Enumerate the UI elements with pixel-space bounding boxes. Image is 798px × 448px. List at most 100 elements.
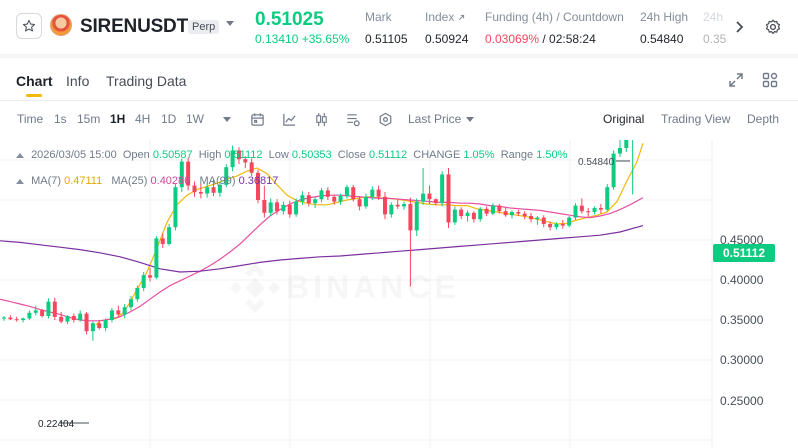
- svg-text:BINANCE: BINANCE: [286, 269, 460, 305]
- candle-body: [211, 187, 216, 193]
- y-tick-label: 0.40000: [720, 273, 764, 287]
- stat-24h-low: 24h 0.35: [703, 10, 726, 46]
- candle: [129, 296, 133, 311]
- candle: [211, 180, 216, 196]
- interval-time[interactable]: Time: [17, 112, 44, 126]
- candle: [78, 310, 83, 322]
- indicators-button[interactable]: [280, 110, 298, 128]
- interval-1s[interactable]: 1s: [54, 112, 67, 126]
- candle: [2, 316, 6, 321]
- candle: [33, 305, 38, 316]
- candle-body: [173, 187, 178, 228]
- view-depth[interactable]: Depth: [747, 112, 780, 126]
- high-label: High: [198, 149, 222, 161]
- stat-value: 0.50924: [425, 32, 469, 46]
- drawing-tools-button[interactable]: [344, 110, 362, 128]
- interval-1h[interactable]: 1H: [110, 112, 126, 126]
- view-original[interactable]: Original: [603, 112, 645, 126]
- time-range-button[interactable]: [248, 110, 266, 128]
- candle-body: [249, 162, 254, 173]
- candle-body: [186, 161, 191, 186]
- funding-rate: 0.03069%: [485, 32, 540, 46]
- change-label: CHANGE: [413, 149, 461, 161]
- candle: [319, 188, 324, 203]
- candle: [249, 158, 254, 176]
- fullscreen-button[interactable]: [726, 70, 746, 90]
- candle-body: [541, 217, 546, 224]
- candle-body: [351, 187, 356, 200]
- candle: [59, 312, 64, 324]
- interval-15m[interactable]: 15m: [77, 112, 101, 126]
- candles: [2, 140, 634, 341]
- candle-body: [484, 208, 489, 214]
- ma7-value: 0.47111: [64, 175, 103, 187]
- candle: [224, 164, 229, 188]
- candle-body: [465, 212, 470, 216]
- chart-type-button[interactable]: [312, 110, 330, 128]
- interval-1w[interactable]: 1W: [186, 112, 204, 126]
- symbol-name[interactable]: SIRENUSDT: [80, 16, 188, 37]
- candle-body: [427, 193, 432, 200]
- expand-icon: [729, 73, 743, 87]
- price-chart[interactable]: BINANCE 0.22404 0.54840 2026/03/05 15:00…: [0, 140, 798, 448]
- candle-body: [579, 205, 584, 212]
- chart-settings-button[interactable]: [376, 110, 394, 128]
- candle-body: [605, 187, 610, 210]
- candle: [332, 194, 337, 205]
- candle-body: [592, 208, 597, 212]
- candle: [325, 187, 330, 200]
- candle: [522, 211, 527, 220]
- view-trading-view[interactable]: Trading View: [661, 112, 731, 126]
- candle-body: [59, 316, 64, 322]
- interval-dropdown[interactable]: [218, 110, 236, 128]
- candle-body: [370, 189, 375, 197]
- settings-button[interactable]: [760, 14, 786, 40]
- candle: [510, 210, 514, 219]
- candle: [516, 209, 521, 216]
- scroll-stats-button[interactable]: [726, 14, 752, 40]
- y-tick-label: 0.30000: [720, 353, 764, 367]
- layout-button[interactable]: [760, 70, 780, 90]
- candle-body: [294, 201, 299, 215]
- close-label: Close: [337, 149, 366, 161]
- candle: [52, 297, 57, 320]
- candle-body: [40, 310, 45, 316]
- change-value: 1.05%: [463, 149, 495, 161]
- candle-body: [573, 205, 578, 218]
- interval-4h[interactable]: 4H: [135, 112, 151, 126]
- interval-1d[interactable]: 1D: [161, 112, 177, 126]
- candle-body: [135, 288, 140, 300]
- stat-label-wrap: Index: [425, 10, 468, 24]
- candle-body: [192, 185, 197, 192]
- stat-value: 0.51105: [365, 32, 408, 46]
- high-value: 0.51112: [224, 149, 263, 161]
- candle-body: [490, 205, 495, 214]
- open-label: Open: [122, 149, 150, 161]
- candle-body: [52, 301, 57, 317]
- candle-body: [281, 204, 286, 212]
- candle-body: [503, 211, 508, 216]
- tab-info[interactable]: Info: [66, 73, 90, 89]
- candle: [236, 147, 241, 164]
- tab-chart[interactable]: Chart: [16, 73, 53, 89]
- caret-down-icon: [223, 116, 231, 122]
- collapse-legend-icon[interactable]: [16, 152, 24, 158]
- tab-trading-data[interactable]: Trading Data: [106, 73, 187, 89]
- close-value: 0.51112: [368, 149, 408, 161]
- candle-body: [376, 189, 381, 197]
- favorite-button[interactable]: [16, 13, 42, 39]
- candlestick-chart[interactable]: BINANCE 0.22404 0.54840: [0, 140, 798, 448]
- candle: [122, 304, 127, 319]
- candle-body: [65, 316, 70, 322]
- candle-body: [440, 174, 445, 204]
- range-label: Range: [500, 149, 534, 161]
- candle-date: 2026/03/05 15:00: [31, 149, 117, 161]
- candle-body: [459, 209, 464, 216]
- price-type-select[interactable]: Last Price: [408, 112, 475, 126]
- candle-body: [141, 275, 146, 288]
- stat-index[interactable]: Index 0.50924: [425, 10, 468, 46]
- symbol-dropdown-caret-icon[interactable]: [226, 21, 234, 26]
- candle: [535, 216, 540, 225]
- collapse-ma-icon[interactable]: [16, 178, 24, 184]
- stat-value: 0.54840: [640, 32, 684, 46]
